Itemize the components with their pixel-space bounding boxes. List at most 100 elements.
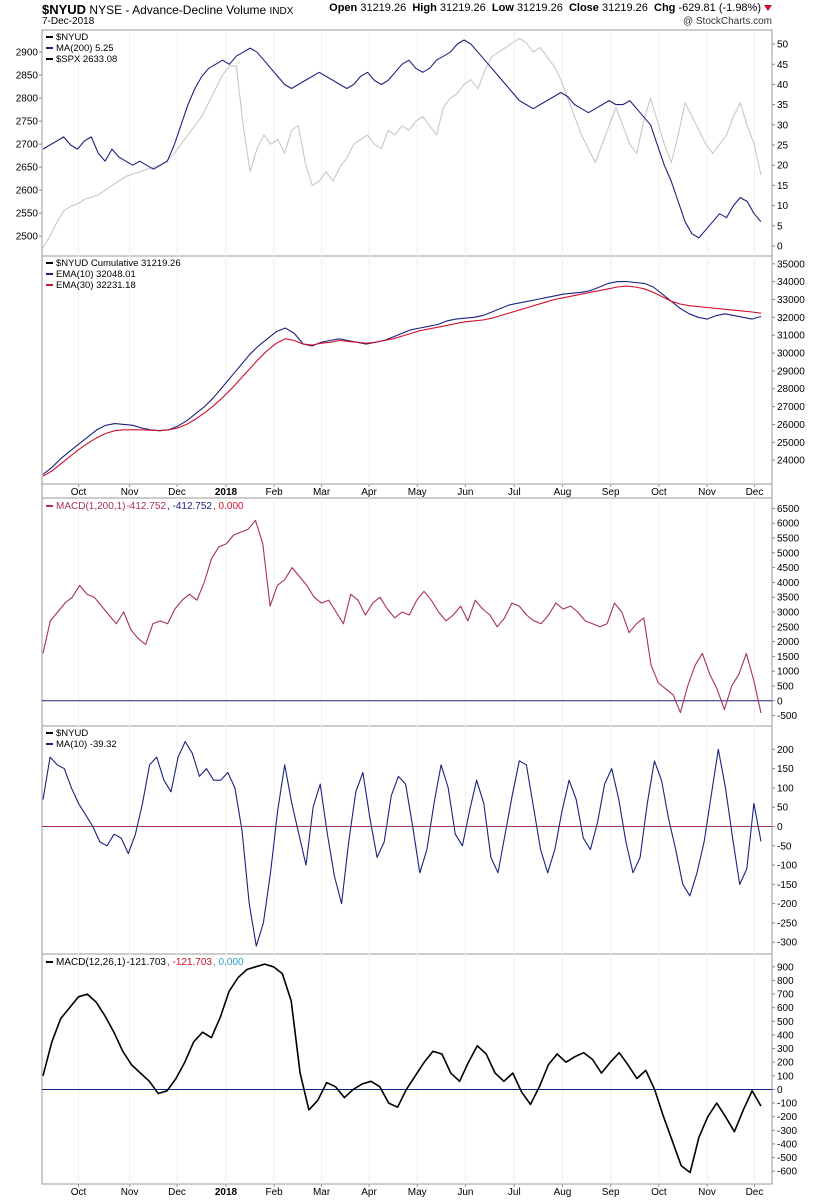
price-left-tick-label: 2850 bbox=[16, 71, 39, 82]
x-axis-label: Sep bbox=[602, 487, 620, 498]
cumulative-series-ema-10- bbox=[42, 281, 762, 475]
x-axis-label: Nov bbox=[121, 1187, 139, 1198]
nyud_ma10-right-tick-label: 100 bbox=[777, 783, 794, 794]
price-legend-item: $SPX 2633.08 bbox=[56, 54, 117, 65]
nyud_ma10-right-tick-label: 150 bbox=[777, 764, 794, 775]
cumulative-right-tick-label: 30000 bbox=[777, 349, 805, 360]
cumulative-right-tick-label: 34000 bbox=[777, 277, 805, 288]
macd200-right-tick-label: 6000 bbox=[777, 519, 800, 530]
price-left-tick-label: 2750 bbox=[16, 117, 39, 128]
cumulative-series-ema-30- bbox=[42, 285, 762, 477]
x-axis-label: Apr bbox=[361, 487, 377, 498]
macd200-right-tick-label: 500 bbox=[777, 681, 794, 692]
x-axis-label: Nov bbox=[698, 1187, 716, 1198]
chart-header: $NYUD NYSE - Advance-Decline Volume INDX… bbox=[42, 0, 772, 30]
price-left-tick-label: 2700 bbox=[16, 140, 39, 151]
price-series-ma-200- bbox=[42, 39, 762, 239]
macd200-right-tick-label: 1000 bbox=[777, 667, 800, 678]
nyud_ma10-right-tick-label: -100 bbox=[777, 861, 797, 872]
macd200-legend-item: , -412.752 bbox=[167, 501, 212, 512]
x-axis-label: Oct bbox=[651, 1187, 667, 1198]
x-axis-label: Dec bbox=[168, 487, 186, 498]
macd200-right-tick-label: 4000 bbox=[777, 578, 800, 589]
macd12-right-tick-label: 500 bbox=[777, 1017, 794, 1028]
down-triangle-icon bbox=[764, 5, 772, 12]
price-series--spx bbox=[42, 37, 762, 248]
x-axis-label: Jul bbox=[508, 1187, 521, 1198]
macd200-right-tick-label: 2500 bbox=[777, 622, 800, 633]
security-name: NYSE - Advance-Decline Volume bbox=[89, 3, 267, 17]
cumulative-right-tick-label: 31000 bbox=[777, 331, 805, 342]
macd12-right-tick-label: -600 bbox=[777, 1167, 797, 1178]
price-right-tick-label: 0 bbox=[777, 241, 783, 252]
price-right-tick-label: 40 bbox=[777, 80, 789, 91]
open-label: Open bbox=[329, 2, 358, 14]
ohlc-readout: Open 31219.26 High 31219.26 Low 31219.26… bbox=[329, 2, 772, 14]
x-axis-label: Aug bbox=[554, 487, 572, 498]
close-value: 31219.26 bbox=[601, 2, 648, 14]
macd200-right-tick-label: 3500 bbox=[777, 593, 800, 604]
low-label: Low bbox=[491, 2, 514, 14]
macd200-legend-item: -412.752 bbox=[126, 501, 166, 512]
x-axis-label: Dec bbox=[168, 1187, 186, 1198]
cumulative-right-tick-label: 24000 bbox=[777, 456, 805, 467]
cumulative-right-tick-label: 33000 bbox=[777, 295, 805, 306]
macd200-right-tick-label: 6500 bbox=[777, 504, 800, 515]
price-left-tick-label: 2900 bbox=[16, 48, 39, 59]
macd12-right-tick-label: -500 bbox=[777, 1153, 797, 1164]
x-axis-label: Mar bbox=[313, 1187, 331, 1198]
chart-title: $NYUD NYSE - Advance-Decline Volume INDX bbox=[42, 2, 293, 17]
x-axis-label: 2018 bbox=[215, 1187, 238, 1198]
cumulative-right-tick-label: 32000 bbox=[777, 313, 805, 324]
x-axis-label: Sep bbox=[602, 1187, 620, 1198]
x-axis-label: May bbox=[408, 1187, 427, 1198]
symbol: $NYUD bbox=[42, 2, 87, 17]
cumulative-legend-item: EMA(30) 32231.18 bbox=[56, 280, 136, 291]
x-axis-label: Jun bbox=[457, 487, 473, 498]
macd200-right-tick-label: 5000 bbox=[777, 548, 800, 559]
macd200-right-tick-label: 3000 bbox=[777, 608, 800, 619]
macd200-series-macd-1-200-1- bbox=[42, 519, 762, 714]
cumulative-right-tick-label: 26000 bbox=[777, 420, 805, 431]
x-axis-label: Mar bbox=[313, 487, 331, 498]
macd12-legend-item: MACD(12,26,1) bbox=[56, 957, 125, 968]
cumulative-right-tick-label: 28000 bbox=[777, 384, 805, 395]
macd12-series-macd-12-26-1- bbox=[42, 963, 762, 1174]
nyud_ma10-right-tick-label: 0 bbox=[777, 822, 783, 833]
price-right-tick-label: 20 bbox=[777, 161, 789, 172]
macd12-right-tick-label: 400 bbox=[777, 1030, 794, 1041]
nyud_ma10-right-tick-label: -200 bbox=[777, 899, 797, 910]
x-axis-label: May bbox=[408, 487, 427, 498]
macd200-right-tick-label: 4500 bbox=[777, 563, 800, 574]
macd12-right-tick-label: 900 bbox=[777, 962, 794, 973]
x-axis-label: Feb bbox=[266, 487, 284, 498]
nyud_ma10-legend-item: $NYUD bbox=[56, 728, 88, 739]
macd200-right-tick-label: 2000 bbox=[777, 637, 800, 648]
price-left-tick-label: 2550 bbox=[16, 209, 39, 220]
cumulative-right-tick-label: 25000 bbox=[777, 438, 805, 449]
exchange: INDX bbox=[269, 6, 294, 17]
price-right-tick-label: 10 bbox=[777, 201, 789, 212]
price-right-tick-label: 30 bbox=[777, 120, 789, 131]
x-axis-label: Dec bbox=[746, 487, 764, 498]
macd12-right-tick-label: 700 bbox=[777, 990, 794, 1001]
brand-watermark: @ StockCharts.com bbox=[682, 16, 772, 27]
price-right-tick-label: 50 bbox=[777, 40, 789, 51]
macd12-right-tick-label: 100 bbox=[777, 1071, 794, 1082]
macd12-right-tick-label: 300 bbox=[777, 1044, 794, 1055]
cumulative-right-tick-label: 35000 bbox=[777, 259, 805, 270]
nyud_ma10-series-ma-10- bbox=[42, 741, 762, 947]
x-axis-label: Aug bbox=[554, 1187, 572, 1198]
chg-label: Chg bbox=[654, 2, 676, 14]
x-axis-label: Jun bbox=[457, 1187, 473, 1198]
cumulative-right-tick-label: 29000 bbox=[777, 366, 805, 377]
nyud_ma10-right-tick-label: 200 bbox=[777, 745, 794, 756]
nyud_ma10-right-tick-label: -250 bbox=[777, 918, 797, 929]
macd12-right-tick-label: 200 bbox=[777, 1058, 794, 1069]
macd12-right-tick-label: 0 bbox=[777, 1085, 783, 1096]
price-legend-item: MA(200) 5.25 bbox=[56, 43, 114, 54]
low-value: 31219.26 bbox=[516, 2, 563, 14]
high-label: High bbox=[412, 2, 437, 14]
macd12-legend-item: , 0.000 bbox=[213, 957, 244, 968]
